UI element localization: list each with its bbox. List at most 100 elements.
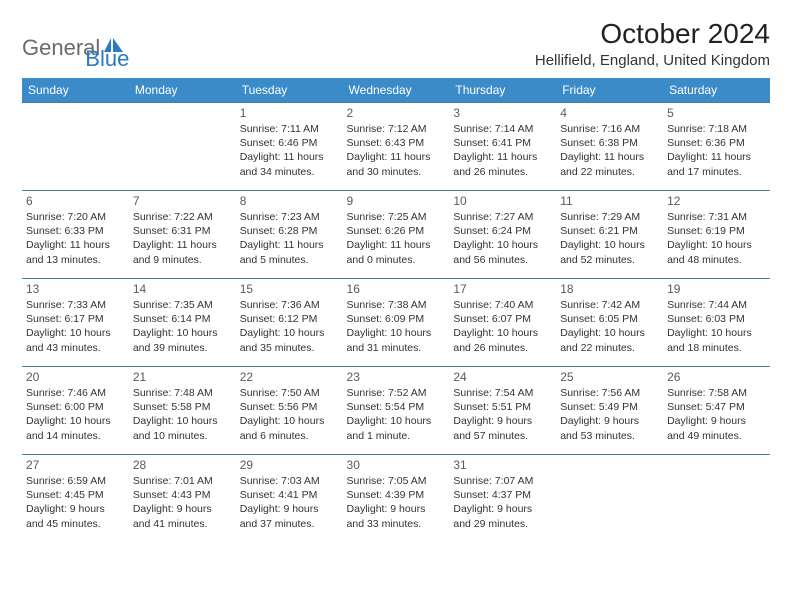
day-info-line: Sunrise: 7:29 AM [560,210,659,224]
day-info-line: Daylight: 9 hours [453,502,552,516]
day-info-line: Daylight: 11 hours [26,238,125,252]
day-info: Sunrise: 7:16 AMSunset: 6:38 PMDaylight:… [560,122,659,179]
day-info: Sunrise: 7:58 AMSunset: 5:47 PMDaylight:… [667,386,766,443]
day-info-line: Sunrise: 7:50 AM [240,386,339,400]
day-info-line: Sunset: 6:00 PM [26,400,125,414]
day-info-line: Sunset: 4:39 PM [347,488,446,502]
day-info-line: and 57 minutes. [453,429,552,443]
day-info-line: Sunrise: 7:16 AM [560,122,659,136]
calendar-cell: 14Sunrise: 7:35 AMSunset: 6:14 PMDayligh… [129,279,236,367]
dow-tuesday: Tuesday [236,78,343,103]
day-info-line: Daylight: 10 hours [667,326,766,340]
title-block: October 2024 Hellifield, England, United… [535,18,770,69]
day-info-line: Daylight: 11 hours [133,238,232,252]
calendar-cell: 21Sunrise: 7:48 AMSunset: 5:58 PMDayligh… [129,367,236,455]
day-info-line: Sunrise: 7:54 AM [453,386,552,400]
day-number: 13 [26,282,125,296]
day-info-line: Sunrise: 7:05 AM [347,474,446,488]
dow-sunday: Sunday [22,78,129,103]
location-label: Hellifield, England, United Kingdom [535,52,770,69]
day-number: 14 [133,282,232,296]
day-info-line: Daylight: 11 hours [560,150,659,164]
day-info: Sunrise: 7:42 AMSunset: 6:05 PMDaylight:… [560,298,659,355]
day-number: 31 [453,458,552,472]
calendar-cell: 27 Sunrise: 6:59 AMSunset: 4:45 PMDayligh… [22,455,129,543]
day-info-line: Sunset: 5:58 PM [133,400,232,414]
dow-thursday: Thursday [449,78,556,103]
calendar-cell: 20Sunrise: 7:46 AMSunset: 6:00 PMDayligh… [22,367,129,455]
day-info-line: and 33 minutes. [347,517,446,531]
day-info-line: and 39 minutes. [133,341,232,355]
day-info-line: Daylight: 10 hours [347,326,446,340]
day-number: 27 [26,458,125,472]
day-info-line: Daylight: 10 hours [133,414,232,428]
day-info-line: Sunset: 6:12 PM [240,312,339,326]
day-info: Sunrise: 7:29 AMSunset: 6:21 PMDaylight:… [560,210,659,267]
day-info-line: Sunset: 6:38 PM [560,136,659,150]
day-number: 18 [560,282,659,296]
day-info-line: Daylight: 11 hours [453,150,552,164]
day-info: Sunrise: 7:22 AMSunset: 6:31 PMDaylight:… [133,210,232,267]
calendar-cell: 6Sunrise: 7:20 AMSunset: 6:33 PMDaylight… [22,191,129,279]
day-info-line: Sunset: 6:26 PM [347,224,446,238]
calendar-cell: 12Sunrise: 7:31 AMSunset: 6:19 PMDayligh… [663,191,770,279]
day-info-line: Sunset: 6:21 PM [560,224,659,238]
day-info-line: and 5 minutes. [240,253,339,267]
calendar-cell: 8 Sunrise: 7:23 AMSunset: 6:28 PMDaylight… [236,191,343,279]
day-info: Sunrise: 6:59 AMSunset: 4:45 PMDaylight:… [26,474,125,531]
calendar-cell: 17Sunrise: 7:40 AMSunset: 6:07 PMDayligh… [449,279,556,367]
dow-monday: Monday [129,78,236,103]
day-info-line: and 56 minutes. [453,253,552,267]
day-info-line: Daylight: 11 hours [240,238,339,252]
day-info: Sunrise: 7:23 AMSunset: 6:28 PMDaylight:… [240,210,339,267]
calendar-page: General Blue October 2024 Hellifield, En… [0,0,792,561]
day-info-line: and 22 minutes. [560,341,659,355]
calendar-cell: 30Sunrise: 7:05 AMSunset: 4:39 PMDayligh… [343,455,450,543]
day-number: 21 [133,370,232,384]
day-number: 8 [240,194,339,208]
day-info-line: Daylight: 10 hours [240,414,339,428]
day-info-line: and 17 minutes. [667,165,766,179]
day-info-line: Sunset: 6:41 PM [453,136,552,150]
day-info: Sunrise: 7:36 AMSunset: 6:12 PMDaylight:… [240,298,339,355]
day-info-line: Sunrise: 7:44 AM [667,298,766,312]
calendar-cell: 18 Sunrise: 7:42 AMSunset: 6:05 PMDayligh… [556,279,663,367]
day-number: 12 [667,194,766,208]
calendar-cell: 4Sunrise: 7:16 AMSunset: 6:38 PMDaylight… [556,103,663,191]
day-info-line: Daylight: 10 hours [453,326,552,340]
day-info-line: Daylight: 9 hours [560,414,659,428]
calendar-week-row: 6Sunrise: 7:20 AMSunset: 6:33 PMDaylight… [22,191,770,279]
day-info-line: Sunset: 6:31 PM [133,224,232,238]
day-info-line: Sunrise: 6:59 AM [26,474,125,488]
day-number: 11 [560,194,659,208]
day-number: 7 [133,194,232,208]
day-info-line: Daylight: 11 hours [347,238,446,252]
day-info-line: Sunset: 5:51 PM [453,400,552,414]
day-number: 22 [240,370,339,384]
day-info-line: Sunrise: 7:52 AM [347,386,446,400]
day-info-line: and 52 minutes. [560,253,659,267]
dow-friday: Friday [556,78,663,103]
calendar-cell: 11 Sunrise: 7:29 AMSunset: 6:21 PMDayligh… [556,191,663,279]
dow-saturday: Saturday [663,78,770,103]
day-number: 25 [560,370,659,384]
calendar-cell: 25Sunrise: 7:56 AMSunset: 5:49 PMDayligh… [556,367,663,455]
dow-wednesday: Wednesday [343,78,450,103]
day-info-line: Sunrise: 7:46 AM [26,386,125,400]
calendar-cell: 10Sunrise: 7:27 AMSunset: 6:24 PMDayligh… [449,191,556,279]
day-info-line: Sunset: 6:17 PM [26,312,125,326]
day-info-line: Daylight: 10 hours [240,326,339,340]
calendar-cell: 2Sunrise: 7:12 AMSunset: 6:43 PMDaylight… [343,103,450,191]
calendar-cell: 28Sunrise: 7:01 AMSunset: 4:43 PMDayligh… [129,455,236,543]
day-info-line: Sunrise: 7:01 AM [133,474,232,488]
day-info: Sunrise: 7:12 AMSunset: 6:43 PMDaylight:… [347,122,446,179]
day-info: Sunrise: 7:25 AMSunset: 6:26 PMDaylight:… [347,210,446,267]
calendar-table: Sunday Monday Tuesday Wednesday Thursday… [22,78,770,543]
day-info: Sunrise: 7:33 AMSunset: 6:17 PMDaylight:… [26,298,125,355]
day-info-line: Sunset: 6:24 PM [453,224,552,238]
day-info-line: and 9 minutes. [133,253,232,267]
day-number: 20 [26,370,125,384]
day-info-line: Sunset: 6:28 PM [240,224,339,238]
day-info-line: Daylight: 9 hours [240,502,339,516]
day-info-line: Daylight: 9 hours [453,414,552,428]
